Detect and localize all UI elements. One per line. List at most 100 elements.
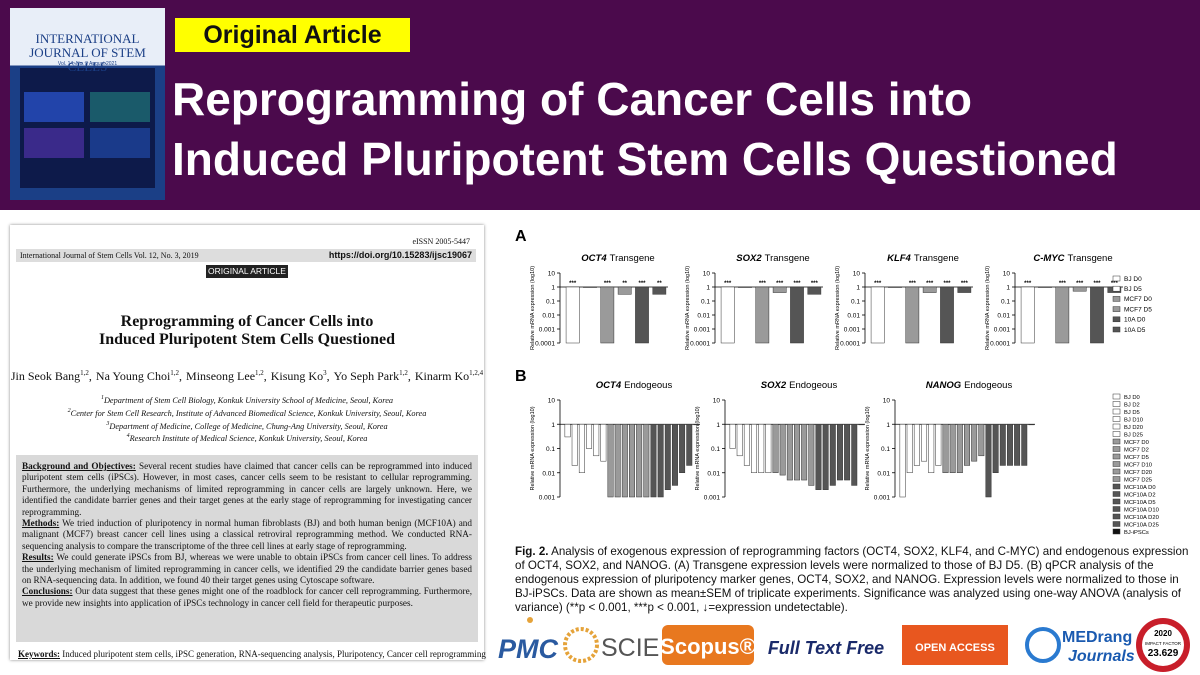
bar (858, 424, 865, 426)
doi: https://doi.org/10.15283/ijsc19067 (328, 250, 472, 260)
author-name: Yo Seph Park (333, 369, 400, 383)
abstract-section: Background and Objectives: Several recen… (22, 461, 472, 518)
medrang-mark (1025, 627, 1061, 663)
y-tick-label: 10 (548, 398, 556, 405)
bar (636, 424, 643, 498)
y-axis-label: Relative mRNA expression (log10) (835, 266, 841, 350)
gene-name: SOX2 (736, 253, 762, 264)
y-tick-label: 10 (1003, 271, 1011, 278)
author-name: Kisung Ko (270, 369, 324, 383)
bar (571, 424, 578, 466)
bar (978, 424, 985, 457)
header-bar (16, 249, 476, 262)
legend-swatch (1112, 431, 1121, 437)
legend-swatch (1112, 453, 1121, 460)
significance: *** (874, 281, 882, 287)
y-tick-label: 0.1 (546, 299, 555, 306)
affiliation: 1Department of Stem Cell Biology, Konkuk… (10, 393, 484, 406)
gene-name: SOX2 (761, 380, 787, 391)
y-tick-label: 1 (706, 285, 710, 292)
bar (822, 424, 829, 490)
legend-label: MCF7 D5 (1124, 306, 1152, 313)
author-sup: 1,2,4 (469, 369, 484, 377)
legend-label: 10A D0 (1124, 317, 1146, 324)
y-tick-label: 0.01 (847, 313, 860, 320)
legend-swatch (1112, 513, 1121, 520)
bar (643, 424, 650, 498)
separator: , (179, 369, 183, 383)
legend-label: MCF7 D2 (1124, 447, 1149, 453)
affiliation-text: Center for Stem Cell Research, Institute… (70, 408, 427, 418)
scie-mark (563, 627, 599, 663)
abstract-section: Methods: We tried induction of pluripote… (22, 518, 472, 552)
panel-label: B (515, 368, 527, 385)
legend-label: MCF10A D5 (1124, 500, 1156, 506)
gene-name: OCT4 (581, 253, 607, 264)
bar (913, 424, 920, 466)
y-tick-label: 0.0001 (535, 341, 555, 348)
y-tick-label: 10 (853, 271, 861, 278)
chart-title: NANOG Endogeous (926, 380, 1013, 391)
abstract-heading: Conclusions: (22, 586, 73, 597)
keywords: Keywords: Induced pluripotent stem cells… (18, 649, 486, 659)
cover-journal: JOURNAL OF STEM CELLS (29, 45, 146, 74)
legend-label: 10A D5 (1124, 327, 1146, 334)
y-tick-label: 0.1 (701, 299, 710, 306)
significance: *** (926, 281, 934, 287)
banner-title: Induced Pluripotent Stem Cells Questione… (172, 133, 1118, 185)
significance: *** (1093, 281, 1101, 287)
gene-name: OCT4 (596, 380, 622, 391)
y-tick-label: 1 (551, 422, 555, 429)
y-axis-label: Relative mRNA expression (log10) (530, 406, 536, 490)
medrang-logo: Journals (1068, 648, 1135, 665)
y-tick-label: 10 (713, 398, 721, 405)
cover-issue: Vol. 14, No. 3 August 2021 (57, 61, 118, 67)
full-text-free: Full Text Free (768, 638, 884, 658)
legend-swatch (1112, 528, 1121, 535)
bar (729, 424, 736, 449)
gene-name: KLF4 (887, 253, 911, 264)
bar (922, 286, 937, 293)
y-tick-label: 0.0001 (840, 341, 860, 348)
bar (829, 424, 836, 486)
legend-swatch (1112, 461, 1121, 467)
bar (635, 286, 649, 344)
bar (593, 424, 600, 457)
bar (956, 424, 963, 473)
y-tick-label: 1 (716, 422, 720, 429)
y-tick-label: 0.0001 (990, 341, 1010, 348)
legend-swatch (1112, 275, 1121, 282)
author-name: Minseong Lee (186, 369, 256, 383)
bar (583, 286, 597, 288)
y-axis-label: Relative mRNA expression (log10) (985, 266, 991, 350)
bar (772, 424, 779, 473)
chart-title: C-MYC Transgene (1033, 253, 1112, 264)
bar (758, 424, 765, 473)
bar (614, 424, 621, 498)
paper-badge: ORIGINAL ARTICLE (206, 265, 288, 278)
cover-image-tile (90, 128, 150, 158)
bar (870, 286, 885, 344)
y-tick-label: 0.001 (539, 495, 556, 502)
legend-swatch (1112, 483, 1121, 490)
logo-row: PMC SCIE Scopus® Full Text Free OPEN ACC… (498, 617, 1190, 672)
chart-title: OCT4 Transgene (581, 253, 654, 264)
significance: *** (1111, 281, 1119, 287)
bar (743, 424, 750, 466)
y-tick-label: 0.001 (539, 327, 556, 334)
bar (786, 424, 793, 481)
y-axis-label: Relative mRNA expression (log10) (530, 266, 536, 350)
bar (790, 286, 804, 344)
significance: *** (909, 281, 917, 287)
bar (751, 424, 758, 473)
cover-image-tile (24, 128, 84, 158)
pmc-logo: PMC (498, 634, 559, 664)
affiliation: 4Research Institute of Medical Science, … (10, 431, 484, 444)
bar (964, 424, 970, 466)
y-tick-label: 0.001 (694, 327, 711, 334)
legend-swatch (1112, 438, 1121, 445)
significance: *** (604, 281, 612, 287)
legend-swatch (1112, 393, 1121, 400)
y-tick-label: 10 (883, 398, 891, 405)
